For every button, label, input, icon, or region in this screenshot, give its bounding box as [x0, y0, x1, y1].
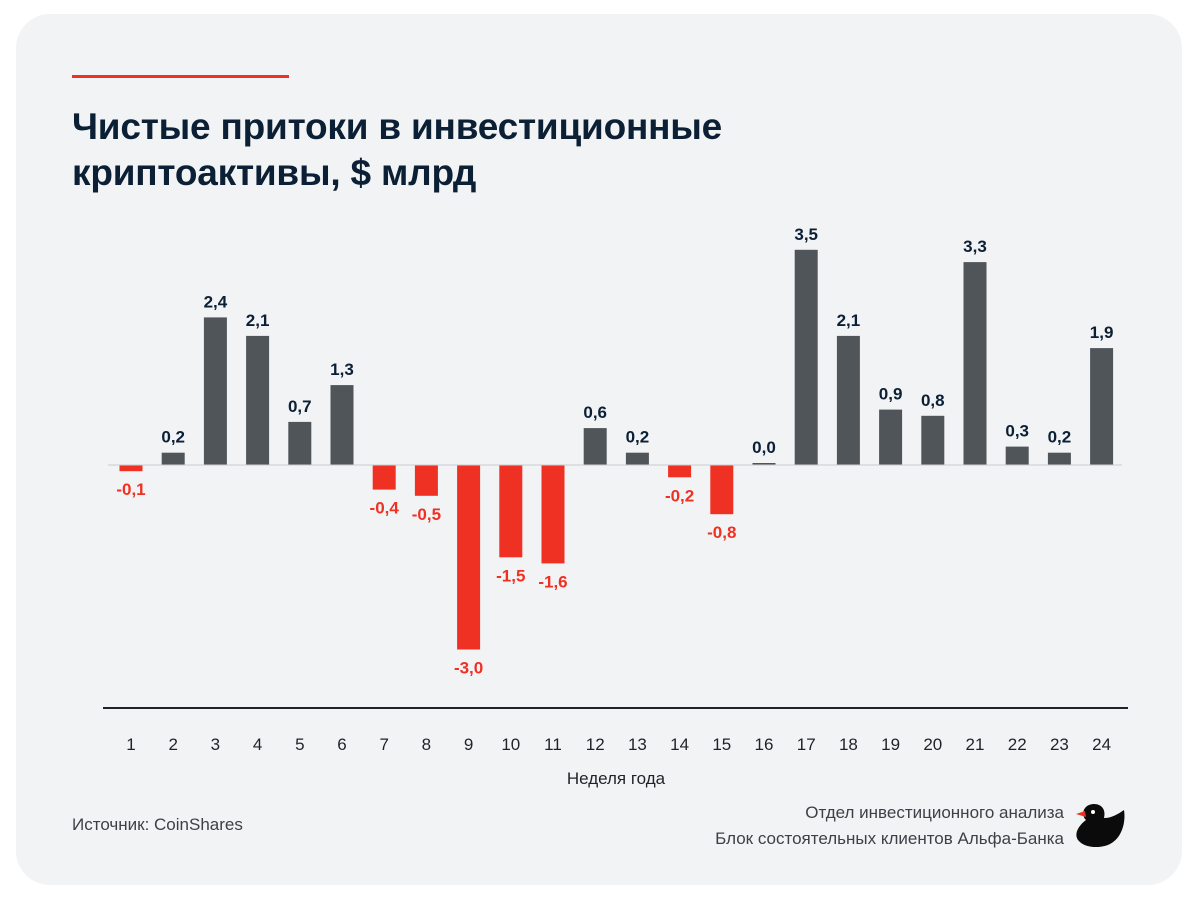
duck-logo-icon	[1076, 804, 1125, 848]
chart-title-line-2: криптоактивы, $ млрд	[72, 152, 477, 193]
x-tick-label-13: 13	[628, 735, 647, 754]
x-tick-label-6: 6	[337, 735, 346, 754]
bar-week-16	[752, 463, 776, 465]
x-tick-label-10: 10	[501, 735, 520, 754]
x-tick-label-3: 3	[211, 735, 220, 754]
value-label-week-15: -0,8	[707, 523, 736, 542]
x-tick-label-22: 22	[1008, 735, 1027, 754]
bar-week-9	[457, 465, 481, 650]
value-label-week-21: 3,3	[963, 237, 987, 256]
bar-week-4	[246, 335, 270, 466]
x-tick-label-2: 2	[168, 735, 177, 754]
accent-line	[72, 75, 289, 78]
chart-title: Чистые притоки в инвестиционные криптоак…	[72, 104, 972, 196]
x-axis-title: Неделя года	[567, 769, 666, 788]
value-labels-group: -0,1 0,2 2,4 2,1 0,7 1,3 -0,4 -0,5 -3,0 -1,5 -1,6 0…	[116, 225, 1113, 678]
department-line-2: Блок состоятельных клиентов Альфа-Банка	[715, 829, 1064, 848]
value-label-week-6: 1,3	[330, 360, 354, 379]
x-tick-label-21: 21	[966, 735, 985, 754]
value-label-week-18: 2,1	[837, 311, 861, 330]
value-label-week-22: 0,3	[1005, 422, 1029, 441]
value-label-week-4: 2,1	[246, 311, 270, 330]
bar-week-14	[668, 465, 692, 478]
x-tick-label-4: 4	[253, 735, 262, 754]
x-tick-label-8: 8	[422, 735, 431, 754]
bar-week-5	[288, 421, 312, 465]
value-label-week-13: 0,2	[626, 428, 650, 447]
value-label-week-14: -0,2	[665, 486, 694, 505]
bars-group	[119, 249, 1114, 650]
x-tick-label-11: 11	[544, 735, 562, 754]
bar-week-24	[1090, 348, 1114, 465]
value-label-week-1: -0,1	[116, 480, 145, 499]
bar-week-18	[836, 335, 860, 466]
x-tick-label-20: 20	[923, 735, 942, 754]
bar-week-1	[119, 465, 143, 472]
x-tick-label-15: 15	[712, 735, 731, 754]
bar-week-21	[963, 262, 987, 465]
tick-labels-group: 1 2 3 4 5 6 7 8 9 10 11 12 13 14 15 16 17 18 19 20 21 22 23 24	[126, 735, 1111, 754]
bar-week-17	[794, 249, 818, 466]
x-tick-label-14: 14	[670, 735, 689, 754]
department-note: Отдел инвестиционного анализа Блок состо…	[715, 800, 1064, 852]
value-label-week-11: -1,6	[538, 572, 567, 591]
value-label-week-5: 0,7	[288, 397, 312, 416]
value-label-week-23: 0,2	[1048, 428, 1072, 447]
value-label-week-19: 0,9	[879, 385, 903, 404]
value-label-week-9: -3,0	[454, 659, 483, 678]
x-tick-label-19: 19	[881, 735, 900, 754]
x-tick-label-7: 7	[379, 735, 388, 754]
bar-week-23	[1047, 452, 1071, 465]
value-label-week-24: 1,9	[1090, 323, 1114, 342]
bar-week-22	[1005, 446, 1029, 465]
bar-week-15	[710, 465, 734, 515]
source-note: Источник: CoinShares	[72, 815, 243, 834]
bar-week-12	[583, 428, 607, 465]
value-label-week-3: 2,4	[204, 292, 228, 311]
value-label-week-8: -0,5	[412, 505, 441, 524]
bar-week-6	[330, 385, 354, 466]
chart-title-line-1: Чистые притоки в инвестиционные	[72, 106, 723, 147]
bar-week-13	[625, 452, 649, 465]
x-tick-label-17: 17	[797, 735, 816, 754]
x-tick-label-1: 1	[126, 735, 135, 754]
x-tick-label-24: 24	[1092, 735, 1111, 754]
value-label-week-2: 0,2	[161, 428, 185, 447]
value-label-week-16: 0,0	[752, 438, 776, 457]
x-tick-label-5: 5	[295, 735, 304, 754]
value-label-week-17: 3,5	[794, 225, 818, 244]
bar-week-3	[203, 317, 227, 465]
x-tick-label-18: 18	[839, 735, 858, 754]
x-tick-label-23: 23	[1050, 735, 1069, 754]
department-line-1: Отдел инвестиционного анализа	[805, 803, 1064, 822]
x-tick-label-12: 12	[586, 735, 605, 754]
x-tick-label-9: 9	[464, 735, 473, 754]
bar-week-10	[499, 465, 523, 558]
value-label-week-12: 0,6	[583, 403, 607, 422]
value-label-week-10: -1,5	[496, 566, 525, 585]
value-label-week-7: -0,4	[370, 499, 400, 518]
bar-week-11	[541, 465, 565, 564]
bar-week-2	[161, 452, 185, 465]
bar-week-20	[921, 415, 945, 465]
x-tick-label-16: 16	[755, 735, 774, 754]
bar-week-8	[414, 465, 438, 496]
bar-week-19	[879, 409, 903, 465]
value-label-week-20: 0,8	[921, 391, 945, 410]
bar-week-7	[372, 465, 396, 490]
